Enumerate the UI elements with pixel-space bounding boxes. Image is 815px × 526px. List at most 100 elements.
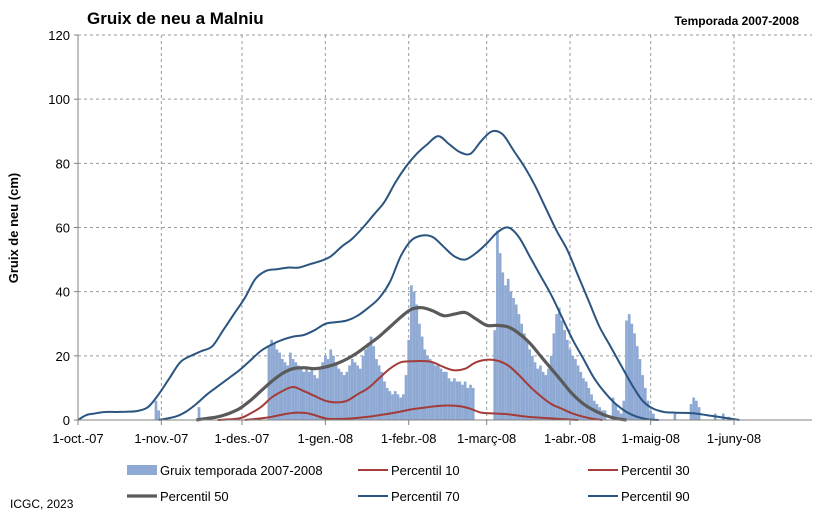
snow-depth-bar (560, 320, 564, 420)
legend-label-percentil-10: Percentil 10 (391, 463, 460, 478)
snow-depth-bar (377, 365, 381, 420)
snow-depth-bar (410, 285, 413, 420)
snow-depth-bar (278, 352, 281, 420)
snow-depth-bar (574, 359, 577, 420)
snow-depth-bar (412, 291, 416, 420)
snow-depth-bar (525, 339, 529, 420)
y-tick-label: 100 (48, 92, 70, 107)
snow-depth-bar (431, 362, 435, 420)
snow-depth-bar (272, 343, 276, 420)
snow-depth-bar (418, 323, 421, 420)
snow-depth-bar (436, 365, 440, 420)
snow-depth-bar (584, 381, 588, 420)
x-tick-label: 1-març-08 (457, 431, 516, 446)
snow-depth-bar (563, 330, 566, 420)
snow-depth-bar (280, 359, 284, 420)
snow-depth-bar (302, 371, 306, 420)
snow-depth-bar (348, 365, 351, 420)
snow-depth-bar (299, 368, 303, 420)
snow-depth-bar (627, 314, 631, 420)
snow-depth-bar (461, 384, 464, 420)
snow-depth-bar (646, 400, 650, 420)
snow-depth-bar (157, 410, 161, 420)
snow-depth-bar (630, 323, 634, 420)
y-tick-label: 20 (56, 349, 70, 364)
snow-depth-bar (453, 378, 456, 420)
snow-depth-bar (315, 378, 319, 420)
snow-depth-bar (539, 365, 542, 420)
legend-swatch-gruix-temporada-2007-2008 (127, 465, 157, 475)
y-tick-label: 60 (56, 221, 70, 236)
chart-title: Gruix de neu a Malniu (87, 9, 264, 28)
snow-depth-bar (291, 359, 295, 420)
snow-depth-bar (358, 368, 362, 420)
snow-depth-bar (549, 355, 553, 420)
snow-depth-bar (423, 349, 427, 420)
snow-depth-bar (673, 413, 677, 420)
snow-depth-bar (286, 365, 290, 420)
y-tick-label: 80 (56, 156, 70, 171)
snow-depth-bar (442, 371, 445, 420)
x-tick-label: 1-des.-07 (215, 431, 270, 446)
x-tick-label: 1-juny-08 (707, 431, 761, 446)
snow-depth-bar (568, 349, 572, 420)
percentil-30-line (217, 358, 603, 421)
x-tick-label: 1-gen.-08 (298, 431, 354, 446)
snow-depth-bar (321, 362, 325, 420)
snow-depth-bar (375, 359, 378, 420)
snow-depth-bar (455, 381, 459, 420)
snow-depth-bar (197, 407, 201, 420)
snow-depth-bar (364, 349, 368, 420)
axes: 0 20 40 60 80 100 120 1-oct.-07 1-nov.-07 1-des.-… (48, 28, 812, 446)
snow-depth-bar (345, 371, 349, 420)
legend-label-gruix-temporada-2007-2008: Gruix temporada 2007-2008 (160, 463, 323, 478)
x-tick-label: 1-maig-08 (621, 431, 680, 446)
snow-depth-bar (544, 375, 548, 420)
snow-depth-bar (689, 403, 693, 420)
snow-depth-bar (498, 253, 502, 420)
snow-depth-bar (428, 359, 432, 420)
snow-depth-bar (458, 381, 462, 420)
snow-depth-bar (450, 381, 454, 420)
x-tick-label: 1-nov.-07 (134, 431, 188, 446)
snow-depth-bar (514, 304, 518, 420)
snow-depth-bar (399, 397, 402, 420)
snow-depth-bar (275, 349, 279, 420)
snow-depth-bar (342, 375, 346, 420)
snow-depth-bar (466, 387, 470, 420)
snow-depth-bar (541, 371, 545, 420)
snow-depth-bar (463, 381, 467, 420)
snow-depth-bar (283, 362, 287, 420)
snow-depth-bar (445, 371, 448, 420)
snow-depth-bar (471, 387, 475, 420)
snow-depth-bar (353, 362, 357, 420)
legend-label-percentil-30: Percentil 30 (621, 463, 690, 478)
y-tick-label: 40 (56, 285, 70, 300)
snow-depth-bar (324, 355, 327, 420)
legend-label-percentil-70: Percentil 70 (391, 489, 460, 504)
snow-depth-bar (426, 355, 429, 420)
snow-depth-bar (576, 365, 580, 420)
snow-depth-bar (367, 343, 370, 420)
snow-depth-bar (692, 397, 696, 420)
snow-depth-bar (307, 371, 311, 420)
x-tick-label: 1-abr.-08 (544, 431, 596, 446)
snow-depth-bar (401, 394, 405, 420)
snow-depth-bar (528, 349, 532, 420)
x-tick-label: 1-febr.-08 (381, 431, 437, 446)
snow-depth-bar (154, 400, 158, 420)
snow-depth-bar (329, 349, 333, 420)
snow-depth-bar (625, 320, 628, 420)
snow-depth-bar (350, 359, 354, 420)
snow-depth-bar (326, 359, 330, 420)
snow-depth-bar (638, 359, 642, 420)
snow-depth-bar (434, 365, 437, 420)
snow-depth-bar (380, 371, 384, 420)
snow-depth-bar (407, 339, 411, 420)
snow-depth-bar (469, 384, 472, 420)
snow-depth-bar (305, 368, 308, 420)
snow-depth-bar (587, 387, 591, 420)
snow-depth-bar (557, 307, 561, 420)
snow-depth-bar (555, 314, 558, 420)
snow-depth-bar (493, 330, 497, 420)
